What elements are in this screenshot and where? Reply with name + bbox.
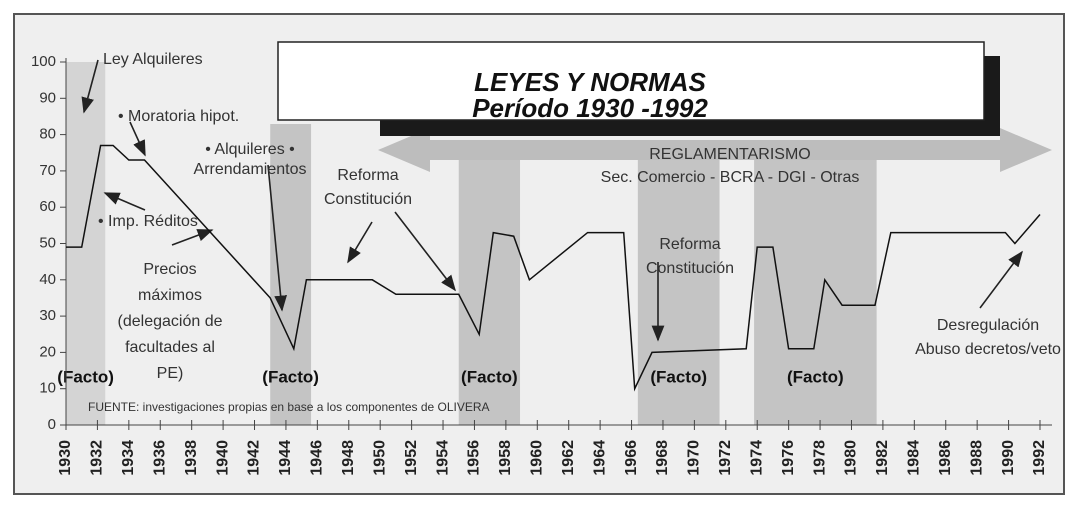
arrow (171, 229, 214, 246)
facto-period (270, 124, 312, 425)
annotation: PE) (157, 365, 184, 382)
x-tick-label: 1960 (529, 440, 546, 476)
arrow (394, 211, 456, 292)
chart-title: LEYES Y NORMAS (474, 67, 706, 97)
x-tick-label: 1982 (874, 440, 891, 476)
annotation: • Moratoria hipot. (118, 108, 239, 125)
y-tick-label: 30 (39, 307, 56, 324)
annotation: (delegación de (118, 313, 223, 330)
facto-label: (Facto) (461, 367, 518, 386)
annotation: máximos (138, 287, 202, 304)
x-tick-label: 1958 (497, 440, 514, 476)
banner-text: REGLAMENTARISMO (649, 146, 811, 163)
x-tick-label: 1946 (309, 440, 326, 476)
y-tick-label: 10 (39, 380, 56, 397)
x-tick-label: 1948 (340, 440, 357, 476)
annotation: Constitución (646, 260, 734, 277)
y-tick-label: 80 (39, 126, 56, 143)
arrow (979, 250, 1023, 309)
source: FUENTE: investigaciones propias en base … (88, 400, 490, 414)
x-tick-label: 1978 (811, 440, 828, 476)
x-tick-label: 1942 (246, 440, 263, 476)
annotation: Constitución (324, 191, 412, 208)
facto-period (66, 62, 106, 425)
x-tick-label: 1970 (686, 440, 703, 476)
annotation: • Alquileres • (205, 141, 294, 158)
x-tick-label: 1962 (560, 440, 577, 476)
annotation: Ley Alquileres (103, 51, 203, 68)
arrow (267, 164, 287, 312)
y-tick-label: 70 (39, 162, 56, 179)
annotation: Precios (143, 261, 196, 278)
x-tick-label: 1976 (780, 440, 797, 476)
x-tick-label: 1980 (843, 440, 860, 476)
facto-label: (Facto) (57, 367, 114, 386)
facto-period (458, 160, 521, 425)
facto-period (754, 160, 877, 425)
x-tick-label: 1950 (371, 440, 388, 476)
y-tick-label: 0 (48, 416, 56, 433)
annotation: Abuso decretos/veto (915, 341, 1061, 358)
y-tick-label: 50 (39, 234, 56, 251)
x-tick-label: 1964 (591, 440, 608, 476)
annotation: Desregulación (937, 317, 1039, 334)
x-tick-label: 1952 (403, 440, 420, 476)
data-line (66, 144, 1041, 392)
annotation: Reforma (337, 167, 398, 184)
x-tick-label: 1936 (151, 440, 168, 476)
x-tick-label: 1992 (1031, 440, 1048, 476)
reglamentarismo-arrow (378, 128, 1052, 172)
arrow (129, 121, 146, 157)
title-box (277, 41, 985, 121)
x-tick-label: 1990 (1000, 440, 1017, 476)
chart-subtitle: Período 1930 -1992 (472, 93, 708, 123)
annotation: Arrendamientos (194, 161, 307, 178)
x-tick-label: 1930 (57, 440, 74, 476)
banner-text: Sec. Comercio - BCRA - DGI - Otras (601, 169, 860, 186)
annotation: • Imp. Réditos (98, 213, 198, 230)
x-tick-label: 1940 (214, 440, 231, 476)
y-tick-label: 20 (39, 343, 56, 360)
facto-label: (Facto) (787, 367, 844, 386)
x-tick-label: 1986 (937, 440, 954, 476)
x-tick-label: 1944 (277, 440, 294, 476)
arrow (103, 192, 146, 211)
facto-label: (Facto) (650, 367, 707, 386)
x-tick-label: 1968 (654, 440, 671, 476)
annotation: Reforma (659, 236, 720, 253)
x-tick-label: 1938 (183, 440, 200, 476)
y-tick-label: 100 (31, 53, 56, 70)
x-tick-label: 1972 (717, 440, 734, 476)
y-tick-label: 90 (39, 89, 56, 106)
x-tick-label: 1966 (623, 440, 640, 476)
y-tick-label: 40 (39, 271, 56, 288)
annotation: facultades al (125, 339, 215, 356)
x-tick-label: 1988 (968, 440, 985, 476)
arrow (347, 221, 373, 264)
y-tick-label: 60 (39, 198, 56, 215)
x-tick-label: 1984 (906, 440, 923, 476)
facto-period (637, 160, 720, 425)
x-tick-label: 1974 (748, 440, 765, 476)
facto-label: (Facto) (262, 367, 319, 386)
x-tick-label: 1934 (120, 440, 137, 476)
arrow (81, 59, 99, 114)
x-tick-label: 1956 (466, 440, 483, 476)
x-tick-label: 1932 (89, 440, 106, 476)
x-tick-label: 1954 (434, 440, 451, 476)
